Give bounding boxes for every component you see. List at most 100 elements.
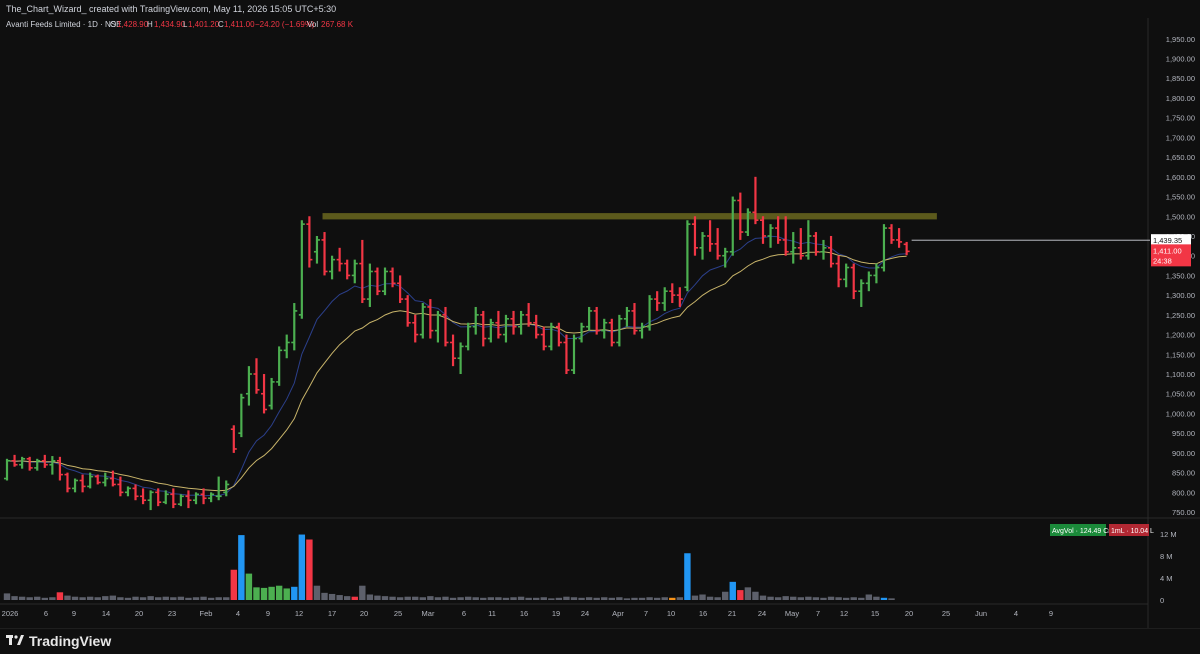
- volume-bar: [389, 596, 396, 600]
- volume-bar: [722, 591, 729, 600]
- volume-bar: [94, 597, 101, 600]
- volume-bar: [268, 586, 275, 600]
- volume-bar: [11, 596, 18, 600]
- date-tick-label: 4: [1014, 609, 1018, 618]
- ohlc-bar: [548, 322, 555, 351]
- date-tick-label: 24: [581, 609, 589, 618]
- date-tick-label: 20: [360, 609, 368, 618]
- price-tick-label: 1,300.00: [1166, 291, 1195, 300]
- volume-bar: [699, 594, 706, 600]
- date-tick-label: 4: [236, 609, 240, 618]
- ohlc-bar: [631, 303, 638, 335]
- ohlc-bar: [11, 454, 18, 467]
- volume-bar: [170, 597, 177, 600]
- volume-bar: [3, 593, 11, 600]
- volume-bar: [880, 597, 888, 600]
- volume-bar: [472, 597, 479, 600]
- ohlc-bar: [117, 476, 124, 497]
- volume-bar: [805, 596, 812, 600]
- ohlc-bar: [828, 235, 835, 268]
- volume-bar: [336, 595, 343, 600]
- ohlc-bar: [389, 267, 396, 288]
- countdown-label: 24:38: [1153, 256, 1172, 265]
- legend-vol-value: 267.68 K: [321, 20, 354, 29]
- price-tick-label: 1,050.00: [1166, 390, 1195, 399]
- volume-bar: [109, 595, 117, 600]
- volume-tick-label: 8 M: [1160, 552, 1173, 561]
- volume-bar: [404, 596, 411, 600]
- date-tick-label: 7: [816, 609, 820, 618]
- legend-low-label: L: [183, 20, 188, 29]
- ohlc-bar: [752, 176, 759, 225]
- last-price-badge: [1151, 244, 1191, 267]
- volume-bar: [510, 597, 517, 600]
- legend-open-value: 1,428.90: [117, 20, 149, 29]
- ohlc-bar: [760, 216, 766, 244]
- min-vol-badge: [1109, 524, 1149, 536]
- ohlc-bar: [495, 310, 502, 339]
- ohlc-bar: [72, 478, 79, 493]
- volume-bar: [177, 596, 185, 600]
- volume-bar: [381, 596, 389, 600]
- volume-bar: [18, 596, 26, 600]
- ohlc-bar: [19, 456, 26, 469]
- volume-bar: [661, 597, 668, 600]
- ohlc-bar: [880, 224, 887, 272]
- date-tick-label: Jun: [975, 609, 987, 618]
- volume-bar: [26, 597, 33, 600]
- ohlc-bar: [888, 224, 895, 244]
- chart-canvas[interactable]: 750.00 800.00 850.00 900.00 950.00 1,000.00 1,…: [0, 18, 1200, 628]
- volume-bar: [442, 596, 449, 600]
- volume-bar: [86, 596, 94, 600]
- date-tick-label: 16: [520, 609, 528, 618]
- volume-tick-label: 4 M: [1160, 574, 1173, 583]
- volume-bar: [147, 596, 154, 600]
- ohlc-bar: [215, 476, 222, 501]
- ohlc-bar: [124, 486, 131, 497]
- volume-bar: [487, 597, 495, 600]
- volume-bar: [245, 573, 253, 600]
- min-vol-label: 1mL · 10.04 L: [1111, 528, 1154, 535]
- ohlc-bar: [639, 322, 646, 339]
- volume-bar: [412, 596, 419, 600]
- volume-bar: [344, 596, 351, 600]
- volume-bar: [646, 597, 653, 600]
- volume-bar: [759, 595, 767, 600]
- ohlc-bar: [714, 228, 721, 260]
- ohlc-bar: [480, 310, 487, 347]
- volume-bar: [548, 598, 555, 600]
- date-tick-label: 20: [135, 609, 143, 618]
- tradingview-logo-icon: [6, 635, 24, 645]
- tradingview-logo[interactable]: TradingView: [6, 633, 111, 649]
- volume-bar: [714, 597, 721, 600]
- volume-bar: [684, 553, 691, 600]
- volume-bar: [464, 596, 472, 600]
- volume-bar: [555, 597, 563, 600]
- date-tick-label: 6: [44, 609, 48, 618]
- legend-close-value: 1,411.00: [224, 20, 255, 29]
- price-tick-label: 1,000.00: [1166, 409, 1195, 418]
- volume-bar: [306, 539, 313, 600]
- date-tick-label: Apr: [612, 609, 624, 618]
- volume-bar: [842, 597, 850, 600]
- ohlc-bar: [699, 232, 706, 260]
- ema-slow-line: [6, 251, 907, 492]
- volume-bar: [328, 593, 336, 600]
- price-tick-label: 1,750.00: [1166, 114, 1195, 123]
- ohlc-bar: [586, 306, 593, 331]
- volume-bar: [192, 597, 200, 600]
- ohlc-bar: [34, 458, 41, 471]
- date-tick-label: 25: [942, 609, 950, 618]
- volume-bar: [578, 597, 585, 600]
- ohlc-bar: [450, 334, 457, 367]
- volume-bar: [49, 597, 56, 600]
- volume-bar: [820, 597, 827, 600]
- ohlc-bar: [669, 283, 676, 304]
- volume-bar: [366, 594, 374, 600]
- volume-bar: [585, 597, 593, 600]
- chart-area[interactable]: 750.00 800.00 850.00 900.00 950.00 1,000.00 1,…: [0, 18, 1200, 628]
- price-tick-label: 1,150.00: [1166, 350, 1195, 359]
- ohlc-bar: [593, 306, 600, 335]
- ohlc-bar: [722, 247, 729, 268]
- ohlc-bar: [397, 275, 404, 304]
